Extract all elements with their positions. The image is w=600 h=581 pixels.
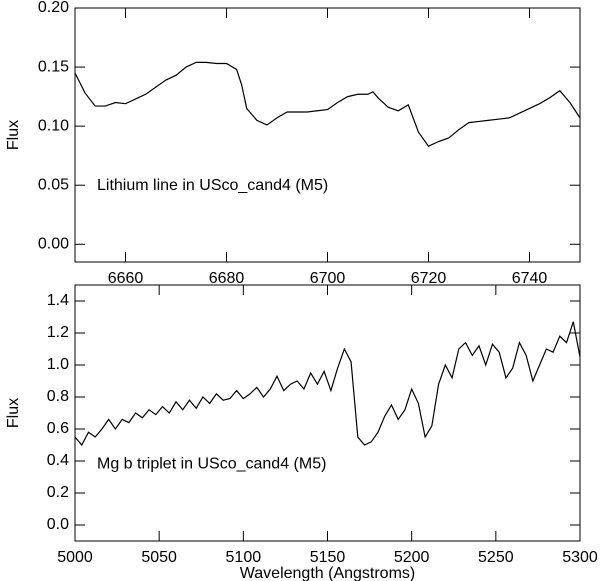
y-tick-label: 1.0 <box>47 356 69 373</box>
y-tick-label: 1.4 <box>47 292 69 309</box>
x-tick-label: 5100 <box>226 549 262 566</box>
x-tick-label: 5300 <box>562 549 598 566</box>
plot-frame <box>74 284 581 542</box>
x-tick-label: 5000 <box>57 549 93 566</box>
y-tick-label: 0.2 <box>47 484 69 501</box>
y-tick-label: 0.00 <box>38 235 69 252</box>
spectrum-line <box>74 61 581 147</box>
y-axis-label: Flux <box>5 398 22 428</box>
x-axis-label: Wavelength (Angstroms) <box>240 565 415 581</box>
y-tick-label: 0.0 <box>47 516 69 533</box>
x-tick-label: 6680 <box>209 270 245 287</box>
x-tick-label: 5150 <box>310 549 346 566</box>
x-tick-label: 5250 <box>478 549 514 566</box>
x-tick-label: 6740 <box>512 270 548 287</box>
y-tick-label: 0.6 <box>47 420 69 437</box>
y-tick-label: 0.8 <box>47 388 69 405</box>
y-tick-label: 0.15 <box>38 58 69 75</box>
x-tick-label: 6720 <box>411 270 447 287</box>
x-tick-label: 6660 <box>108 270 144 287</box>
annotation: Mg b triplet in USco_cand4 (M5) <box>97 455 326 472</box>
annotation: Lithium line in USco_cand4 (M5) <box>97 177 328 194</box>
x-tick-label: 5200 <box>394 549 430 566</box>
x-tick-label: 6700 <box>310 270 346 287</box>
y-tick-label: 0.05 <box>38 176 69 193</box>
y-tick-label: 1.2 <box>47 324 69 341</box>
plot-frame <box>74 7 581 263</box>
x-tick-label: 5050 <box>141 549 177 566</box>
y-tick-label: 0.10 <box>38 117 69 134</box>
spectrum-line <box>74 321 581 447</box>
y-tick-label: 0.20 <box>38 0 69 16</box>
y-axis-label: Flux <box>5 120 22 150</box>
y-tick-label: 0.4 <box>47 452 69 469</box>
